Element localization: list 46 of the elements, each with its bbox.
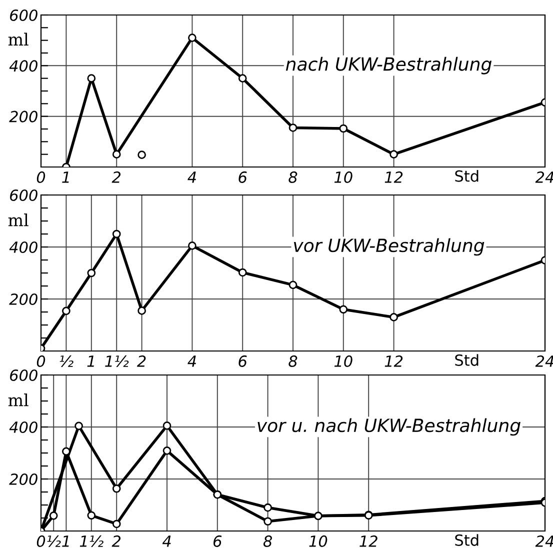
x-tick-label: 0 xyxy=(36,171,46,183)
x-tick-label: 12 xyxy=(384,355,403,367)
x-tick-label: 12 xyxy=(384,171,403,183)
y-tick-label: 200 xyxy=(9,110,38,122)
y-tick-label: 600 xyxy=(10,9,38,22)
annotation: vor u. nach UKW-Bestrahlung xyxy=(258,418,520,436)
annotation: vor UKW-Bestrahlung xyxy=(294,238,484,256)
y-tick-label: 600 xyxy=(10,369,38,382)
y-tick-label: 600 xyxy=(10,189,38,202)
x-tick-label: 2 xyxy=(137,355,146,367)
x-tick-label: 8 xyxy=(263,535,272,547)
x-tick-label: 2 xyxy=(112,535,121,547)
x-tick-label: 8 xyxy=(288,171,298,183)
x-tick-label: 1 xyxy=(62,536,69,547)
x-tick-label: ½ xyxy=(60,355,74,367)
y-tick-label: 200 xyxy=(9,473,38,486)
x-tick-label: 12 xyxy=(360,535,378,547)
x-tick-label: 10 xyxy=(334,171,352,183)
x-tick-label: 10 xyxy=(334,355,352,367)
x-tick-label: 4 xyxy=(188,172,196,183)
y-tick-label: 200 xyxy=(9,293,38,306)
y-axis-title: ml xyxy=(8,393,28,406)
x-axis-title: Std xyxy=(455,170,478,182)
x-tick-label: ½ xyxy=(47,535,61,547)
x-tick-label: 6 xyxy=(238,355,247,367)
x-axis-title: Std xyxy=(455,534,478,546)
x-tick-label: 6 xyxy=(214,535,222,547)
x-tick-label: 1 xyxy=(62,172,69,183)
x-tick-label: 4 xyxy=(162,536,171,547)
x-tick-label: 0 xyxy=(36,535,46,547)
annotation: nach UKW-Bestrahlung xyxy=(286,56,492,74)
x-tick-label: 8 xyxy=(288,355,298,367)
x-tick-label: 6 xyxy=(238,171,247,183)
x-tick-label: 1½ xyxy=(80,535,104,547)
x-tick-label: 2 xyxy=(112,171,121,183)
y-tick-label: 400 xyxy=(9,421,38,434)
x-tick-label: 1½ xyxy=(105,355,129,367)
y-tick-label: 400 xyxy=(9,241,38,254)
x-tick-label: 10 xyxy=(309,535,328,547)
y-tick-label: 400 xyxy=(9,60,38,72)
x-tick-label: 4 xyxy=(188,356,196,367)
y-axis-title: ml xyxy=(8,213,28,226)
x-tick-label: 1 xyxy=(87,356,94,367)
y-axis-title: ml xyxy=(8,32,28,46)
x-axis-title: Std xyxy=(455,354,478,366)
x-tick-label: 0 xyxy=(36,355,46,367)
